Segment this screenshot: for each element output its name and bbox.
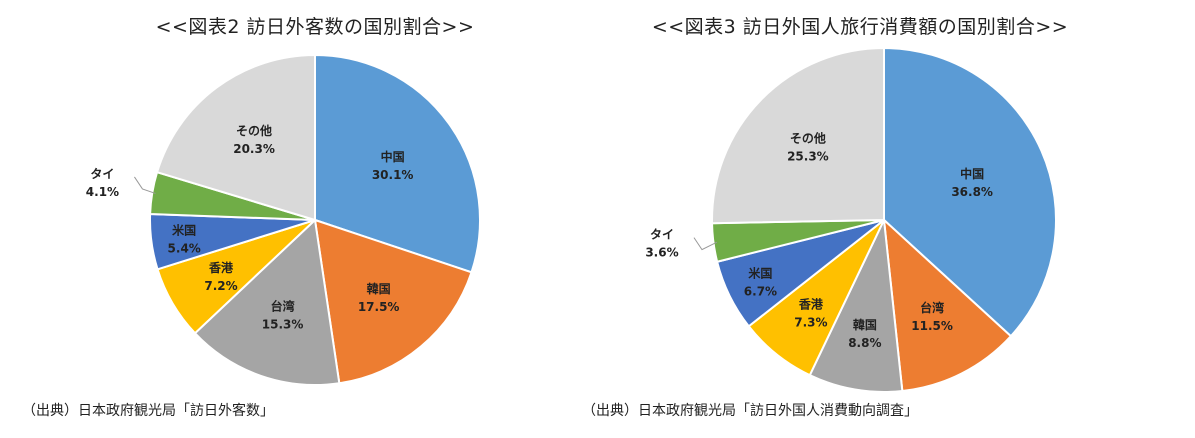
source-note-left: （出典）日本政府観光局「訪日外客数」 <box>22 403 274 419</box>
slice-value-label-0-0: 30.1% <box>372 168 414 182</box>
slice-value-label-0-6: 20.3% <box>233 142 275 156</box>
slice-name-label-0-3: 香港 <box>208 260 234 275</box>
slice-value-label-0-1: 17.5% <box>358 300 400 314</box>
slice-name-label-1-4: 米国 <box>748 266 772 281</box>
slice-value-label-1-6: 25.3% <box>787 149 829 163</box>
slice-name-label-0-2: 台湾 <box>271 299 295 314</box>
slice-name-label-0-5: タイ <box>90 167 114 181</box>
slice-value-label-1-5: 3.6% <box>645 246 678 260</box>
slice-name-label-0-6: その他 <box>236 123 272 138</box>
slice-name-label-1-5: タイ <box>650 228 674 242</box>
pie-slice-1-6 <box>711 46 885 225</box>
pie-slice-1-2 <box>808 216 904 393</box>
pie-slice-1-0 <box>883 46 1057 338</box>
leader-line-0-5 <box>134 176 156 194</box>
slice-name-label-1-1: 台湾 <box>920 300 944 315</box>
pie-slice-0-0 <box>314 53 481 274</box>
slice-name-label-0-1: 韓国 <box>367 281 391 296</box>
slice-value-label-0-4: 5.4% <box>168 242 201 256</box>
slice-value-label-0-2: 15.3% <box>262 318 304 332</box>
source-note-right: （出典）日本政府観光局「訪日外国人消費動向調査」 <box>582 403 918 419</box>
slice-value-label-0-5: 4.1% <box>86 185 119 199</box>
leader-line-1-5 <box>693 237 718 251</box>
slice-name-label-1-6: その他 <box>790 130 826 145</box>
chart-title-left: <<図表2 訪日外客数の国別割合>> <box>155 16 475 38</box>
slice-value-label-1-1: 11.5% <box>911 319 953 333</box>
slice-name-label-0-0: 中国 <box>381 149 405 164</box>
slice-name-label-1-2: 韓国 <box>853 317 877 332</box>
slice-value-label-1-4: 6.7% <box>744 285 777 299</box>
pie-slice-0-2 <box>193 217 341 386</box>
slice-name-label-1-0: 中国 <box>960 166 984 181</box>
pie-slice-0-1 <box>313 218 473 385</box>
slice-name-label-1-3: 香港 <box>798 296 824 311</box>
pie-slice-0-6 <box>155 53 316 222</box>
pie-slice-1-1 <box>882 217 1013 393</box>
slice-name-label-0-4: 米国 <box>172 223 196 238</box>
chart-title-right: <<図表3 訪日外国人旅行消費額の国別割合>> <box>651 16 1069 38</box>
slice-value-label-1-2: 8.8% <box>848 336 881 350</box>
slice-value-label-0-3: 7.2% <box>204 279 237 293</box>
slice-value-label-1-0: 36.8% <box>951 185 993 199</box>
slice-value-label-1-3: 7.3% <box>794 315 827 329</box>
